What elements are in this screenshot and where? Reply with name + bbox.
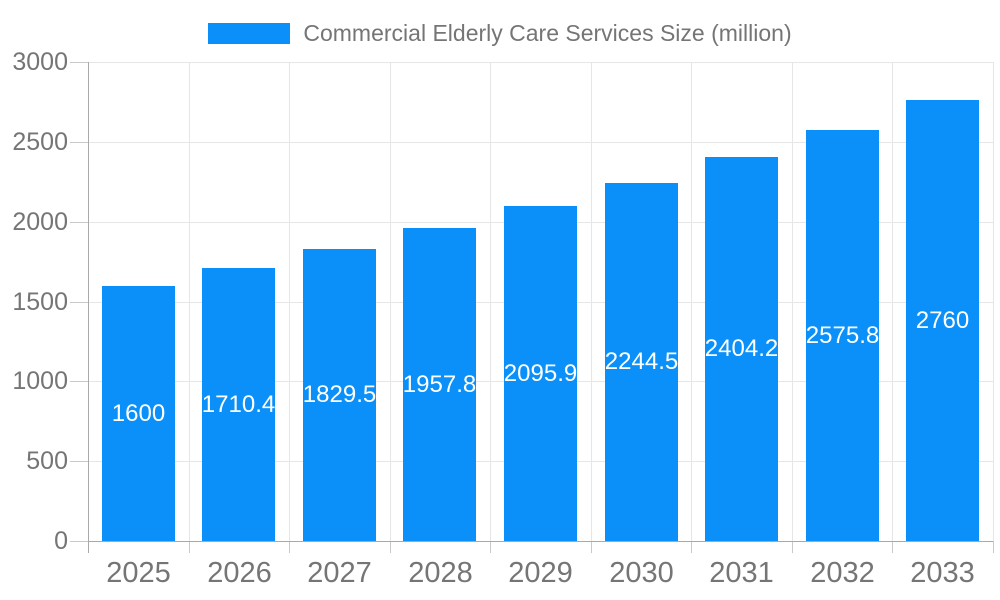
x-axis-tick xyxy=(390,541,391,553)
x-axis-label: 2025 xyxy=(106,557,171,589)
x-axis-label: 2031 xyxy=(709,557,774,589)
legend-swatch xyxy=(208,22,291,44)
x-axis-line xyxy=(88,541,993,542)
y-axis-label: 2000 xyxy=(12,208,68,236)
bar xyxy=(906,100,979,541)
bar xyxy=(202,268,275,541)
bar-value-label: 2575.8 xyxy=(805,322,880,349)
x-axis-tick xyxy=(490,541,491,553)
gridline-vertical xyxy=(390,62,391,541)
x-axis-tick xyxy=(691,541,692,553)
y-axis-label: 3000 xyxy=(12,48,68,76)
bar xyxy=(605,183,678,541)
y-axis-label: 0 xyxy=(54,527,68,555)
gridline-vertical xyxy=(591,62,592,541)
y-axis-tick xyxy=(70,381,88,382)
gridline-vertical xyxy=(289,62,290,541)
bar-value-label: 1710.4 xyxy=(201,391,276,418)
y-axis-label: 2500 xyxy=(12,128,68,156)
bar-value-label: 2244.5 xyxy=(604,348,679,375)
bar-value-label: 1957.8 xyxy=(402,371,477,398)
x-axis-label: 2028 xyxy=(408,557,473,589)
y-axis-line xyxy=(88,62,89,553)
bar-value-label: 1600 xyxy=(111,400,166,427)
y-axis-label: 1000 xyxy=(12,367,68,395)
y-axis-label: 500 xyxy=(26,447,68,475)
gridline-horizontal xyxy=(88,142,993,143)
gridline-vertical xyxy=(490,62,491,541)
gridline-horizontal xyxy=(88,62,993,63)
bar-value-label: 1829.5 xyxy=(302,381,377,408)
y-axis-label: 1500 xyxy=(12,288,68,316)
x-axis-tick xyxy=(993,541,994,553)
x-axis-label: 2027 xyxy=(307,557,372,589)
bar xyxy=(504,206,577,541)
y-axis-tick xyxy=(70,222,88,223)
y-axis-tick xyxy=(70,302,88,303)
bar xyxy=(705,157,778,541)
y-axis-tick xyxy=(70,541,88,542)
bar-value-label: 2760 xyxy=(915,307,970,334)
x-axis-tick xyxy=(792,541,793,553)
x-axis-tick xyxy=(289,541,290,553)
gridline-vertical xyxy=(792,62,793,541)
gridline-vertical xyxy=(993,62,994,541)
y-axis-tick xyxy=(70,142,88,143)
bar xyxy=(303,249,376,541)
y-axis-tick xyxy=(70,62,88,63)
bar-value-label: 2095.9 xyxy=(503,360,578,387)
x-axis-label: 2032 xyxy=(810,557,875,589)
gridline-vertical xyxy=(892,62,893,541)
gridline-vertical xyxy=(691,62,692,541)
y-axis-tick xyxy=(70,461,88,462)
bar-value-label: 2404.2 xyxy=(704,335,779,362)
bar xyxy=(403,228,476,541)
x-axis-label: 2026 xyxy=(207,557,272,589)
x-axis-label: 2030 xyxy=(609,557,674,589)
legend-label: Commercial Elderly Care Services Size (m… xyxy=(303,19,792,46)
chart-legend: Commercial Elderly Care Services Size (m… xyxy=(0,19,1000,47)
x-axis-tick xyxy=(189,541,190,553)
x-axis-tick xyxy=(892,541,893,553)
x-axis-label: 2029 xyxy=(508,557,573,589)
bar xyxy=(102,286,175,541)
x-axis-label: 2033 xyxy=(910,557,975,589)
x-axis-tick xyxy=(591,541,592,553)
bar xyxy=(806,130,879,541)
gridline-vertical xyxy=(189,62,190,541)
